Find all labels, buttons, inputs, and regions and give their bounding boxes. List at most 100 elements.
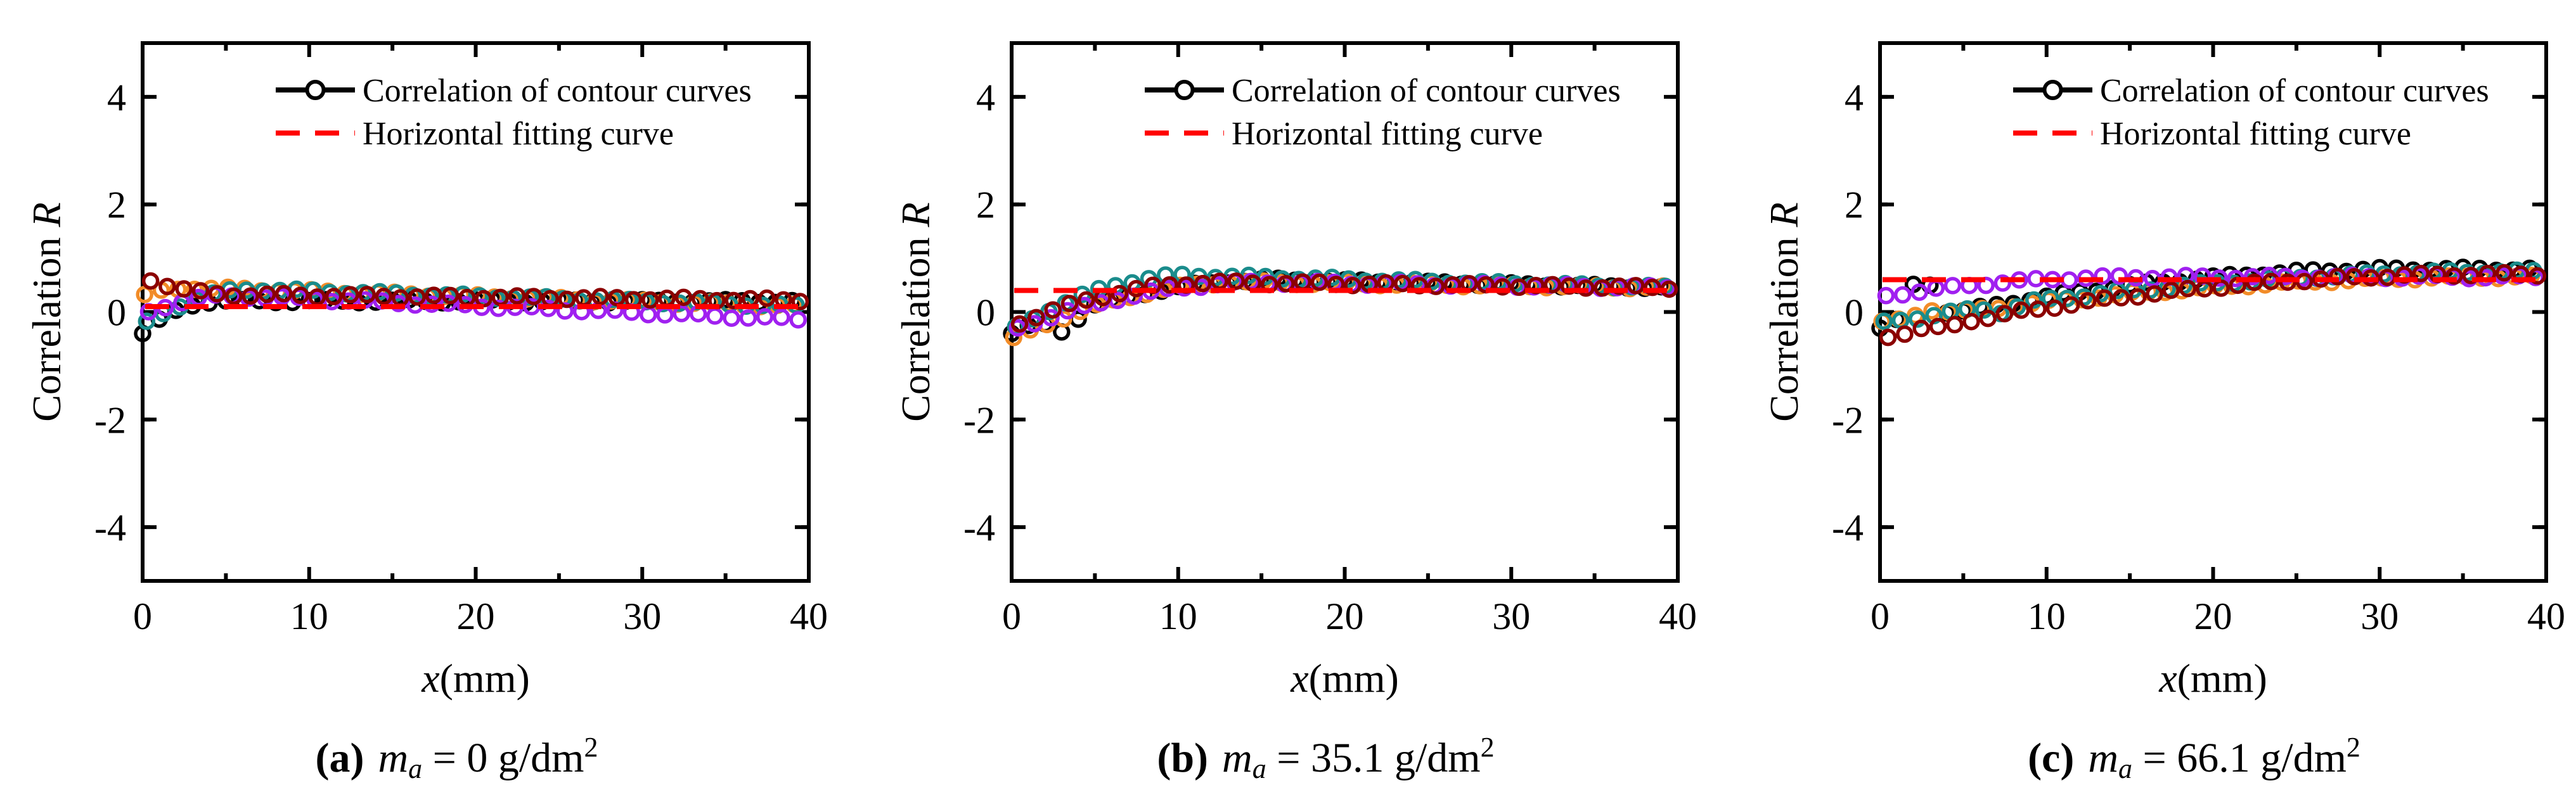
x-axis-label-var: x	[1290, 656, 1308, 701]
data-point	[242, 287, 260, 305]
data-point	[1344, 276, 1362, 295]
caption-value: = 35.1 g/dm	[1266, 735, 1481, 781]
x-tick-label: 20	[457, 595, 495, 637]
data-point	[739, 309, 757, 327]
data-point	[1610, 277, 1628, 295]
caption-variable: m	[1222, 735, 1253, 781]
panel-label: (c)	[2028, 735, 2074, 781]
legend-series-label: Correlation of contour curves	[1232, 73, 1621, 109]
data-point	[641, 291, 659, 309]
data-point	[425, 286, 443, 304]
data-point	[1943, 277, 1962, 295]
caption-subscript: a	[408, 753, 422, 784]
data-point	[258, 285, 276, 303]
data-point	[1875, 312, 1893, 330]
x-tick-label: 40	[1659, 595, 1697, 637]
data-point	[158, 277, 176, 295]
y-axis-label-var: R	[893, 202, 938, 227]
data-point	[2146, 285, 2163, 303]
data-point	[2141, 281, 2160, 299]
data-point	[275, 284, 293, 303]
data-point	[773, 309, 790, 326]
data-point	[2110, 267, 2128, 285]
y-tick-label: -4	[1832, 507, 1864, 549]
data-point	[2162, 281, 2180, 299]
y-tick-label: -4	[94, 507, 126, 549]
x-tick-label: 0	[1871, 595, 1890, 637]
data-point	[308, 288, 326, 306]
data-point	[292, 286, 309, 305]
legend-series-marker	[305, 80, 326, 100]
data-point	[1910, 283, 1928, 301]
panel-label: (a)	[315, 735, 364, 781]
y-axis-label-var: R	[1761, 202, 1806, 227]
data-point	[508, 287, 526, 305]
data-point	[2094, 267, 2111, 285]
data-point	[1995, 305, 2014, 322]
data-point	[1929, 317, 1947, 336]
y-axis-label-text: Correlation	[1761, 227, 1806, 421]
legend-series-label: Correlation of contour curves	[363, 73, 752, 109]
data-point	[525, 288, 543, 305]
data-point	[2096, 289, 2113, 307]
data-point	[591, 288, 609, 305]
data-point	[1161, 276, 1178, 294]
data-point	[325, 288, 343, 305]
data-point	[1979, 309, 1997, 328]
y-tick-label: 2	[976, 184, 995, 226]
data-point	[706, 307, 724, 325]
data-point	[1060, 295, 1079, 312]
y-axis-label: Correlation R	[893, 202, 938, 422]
data-point	[1010, 315, 1029, 333]
data-point	[141, 272, 160, 290]
x-tick-label: 30	[623, 595, 661, 637]
y-tick-label: -4	[963, 507, 995, 549]
data-point	[2462, 267, 2480, 284]
data-point	[1044, 301, 1062, 319]
data-point	[1227, 272, 1245, 290]
x-axis-label: x(mm)	[1290, 656, 1399, 701]
data-point	[673, 305, 691, 322]
data-point	[175, 280, 193, 298]
data-point	[1427, 277, 1445, 295]
x-axis-label-unit: (mm)	[440, 656, 530, 701]
legend-fit-label: Horizontal fitting curve	[1232, 116, 1543, 152]
x-tick-label: 40	[2527, 595, 2565, 637]
legend-series-marker	[2042, 80, 2063, 100]
data-point	[1893, 286, 1912, 304]
data-point	[2029, 300, 2047, 318]
y-tick-label: -2	[963, 399, 995, 441]
y-axis-label-text: Correlation	[893, 227, 938, 421]
y-tick-label: -2	[94, 399, 126, 441]
data-point	[2496, 264, 2513, 282]
panel-caption: (a) ma = 0 g/dm2	[315, 732, 598, 784]
data-point	[2112, 289, 2130, 307]
data-point	[191, 282, 210, 300]
y-axis-label: Correlation R	[1761, 202, 1806, 422]
x-axis-label-var: x	[421, 656, 439, 701]
data-point	[1909, 310, 1926, 328]
data-point	[1510, 278, 1528, 296]
legend-series-label: Correlation of contour curves	[2100, 73, 2489, 109]
data-point	[2060, 271, 2078, 289]
data-point	[136, 286, 153, 303]
caption-variable: m	[378, 735, 408, 781]
data-point	[2062, 296, 2080, 314]
data-point	[1310, 273, 1329, 291]
caption-subscript: a	[2118, 753, 2132, 784]
data-point	[2075, 288, 2093, 306]
data-point	[1111, 284, 1129, 303]
data-point	[2445, 267, 2463, 285]
panel-caption: (c) ma = 66.1 g/dm2	[2028, 732, 2360, 784]
caption-superscript: 2	[2347, 732, 2360, 763]
data-point	[2012, 301, 2030, 319]
caption-variable: m	[2088, 735, 2118, 781]
caption-superscript: 2	[584, 732, 598, 763]
y-axis-label-var: R	[24, 202, 69, 227]
x-tick-label: 20	[1326, 595, 1364, 637]
data-point	[2179, 279, 2197, 298]
data-point	[375, 288, 393, 305]
